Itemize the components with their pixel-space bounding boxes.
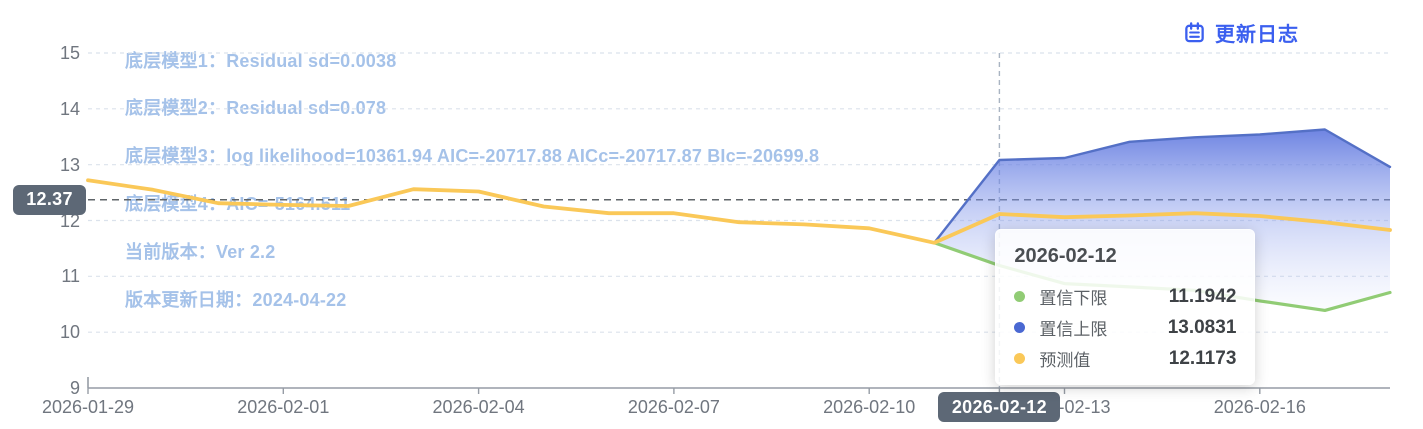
annotation-version-date: 版本更新日期：2024-04-22 [125, 290, 347, 310]
tooltip-date: 2026-02-12 [1014, 245, 1117, 267]
tooltip-row-forecast: 预测值 12.1173 [1014, 343, 1236, 374]
tooltip-label: 预测值 [1039, 351, 1091, 370]
tooltip-value: 13.0831 [1167, 316, 1237, 338]
annotation-model-3: 底层模型3：log likelihood=10361.94 AIC=-20717… [125, 146, 820, 166]
tooltip-label: 置信上限 [1039, 320, 1108, 339]
tooltip-label: 置信下限 [1039, 289, 1108, 308]
changelog-calendar-icon [1185, 22, 1204, 43]
y-axis-pointer-badge: 12.37 [13, 184, 86, 215]
annotation-model-1: 底层模型1：Residual sd=0.0038 [125, 51, 397, 71]
forecast-dot-icon [1014, 353, 1026, 364]
update-log-label[interactable]: 更新日志 [1215, 24, 1299, 46]
tooltip-row-upper: 置信上限 13.0831 [1014, 312, 1236, 343]
annotation-model-2: 底层模型2：Residual sd=0.078 [125, 98, 387, 118]
hover-tooltip: 2026-02-12 置信下限 11.1942 置信上限 13.0831 预测值… [995, 229, 1256, 385]
update-log-link[interactable]: 更新日志 [1183, 18, 1299, 47]
tooltip-row-lower: 置信下限 11.1942 [1014, 281, 1236, 312]
tooltip-value: 11.1942 [1168, 285, 1237, 307]
upper-bound-dot-icon [1014, 322, 1026, 333]
tooltip-value: 12.1173 [1168, 347, 1237, 369]
x-axis-pointer-badge: 2026-02-12 [938, 392, 1061, 422]
annotation-current-version: 当前版本：Ver 2.2 [125, 242, 276, 262]
upper-bound-line [933, 128, 1392, 245]
lower-bound-dot-icon [1014, 291, 1026, 302]
forecast-line [86, 178, 1392, 245]
